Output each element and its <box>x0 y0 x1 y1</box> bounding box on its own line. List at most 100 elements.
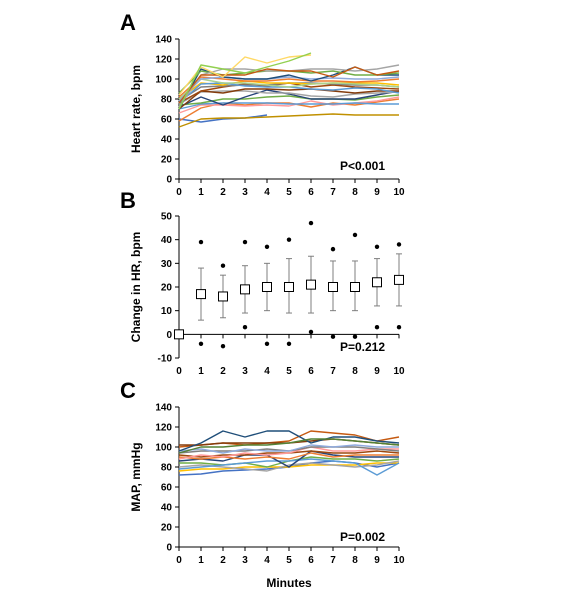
x-tick-label: 5 <box>286 555 292 566</box>
x-tick-label: 3 <box>242 187 248 198</box>
max-point <box>198 239 204 245</box>
x-tick-label: 10 <box>393 187 405 198</box>
p-value-annotation: P=0.212 <box>340 340 385 354</box>
panel-c: C MAP, mmHg 0 20 40 60 80 100 120 140 0 1 2 3 4 5 6 7 8 9 10… <box>120 378 405 590</box>
min-point <box>264 341 270 346</box>
y-tick-label: 120 <box>155 423 172 434</box>
series-line-14 <box>178 78 400 100</box>
min-point <box>374 325 380 330</box>
mean-marker <box>394 274 404 285</box>
series-line-22 <box>178 52 312 110</box>
y-tick-label: 100 <box>155 443 172 454</box>
p-value-annotation: P<0.001 <box>340 159 385 173</box>
y-tick-label: 140 <box>155 403 172 414</box>
series-line-9 <box>178 88 399 110</box>
y-tick-label: 50 <box>161 212 173 223</box>
min-point <box>352 334 358 339</box>
y-axis-label: MAP, mmHg <box>129 442 143 511</box>
y-axis-label: Change in HR, bpm <box>129 232 143 343</box>
max-point <box>330 246 336 252</box>
y-tick-label: 80 <box>161 95 173 106</box>
x-tick-label: 8 <box>352 366 358 377</box>
series-line-15 <box>178 438 400 454</box>
x-tick-label: 4 <box>264 187 270 198</box>
y-tick-label: 20 <box>161 523 173 534</box>
mean-marker <box>196 289 206 300</box>
mean-marker <box>328 282 338 292</box>
series-line-12 <box>178 80 400 100</box>
mean-marker <box>262 282 272 292</box>
series-line-7 <box>178 89 400 108</box>
p-value-annotation: P=0.002 <box>340 530 385 544</box>
series-line-1 <box>178 460 400 476</box>
panel-letter: C <box>120 378 136 403</box>
min-point <box>242 325 248 330</box>
max-point <box>352 232 358 238</box>
x-tick-label: 10 <box>393 555 405 566</box>
min-point <box>198 341 204 346</box>
min-point <box>220 343 226 349</box>
x-tick-label: 0 <box>176 366 182 377</box>
x-tick-label: 7 <box>330 366 336 377</box>
y-tick-label: 60 <box>161 115 173 126</box>
x-tick-label: 4 <box>264 555 270 566</box>
y-tick-label: -10 <box>158 354 173 365</box>
max-point <box>308 220 314 226</box>
x-tick-label: 5 <box>286 366 292 377</box>
series-line-20 <box>178 66 400 104</box>
mean-marker <box>350 282 360 292</box>
y-tick-label: 20 <box>161 155 173 166</box>
series-line-11 <box>178 444 399 454</box>
y-tick-label: 0 <box>166 543 172 554</box>
y-tick-label: 60 <box>161 483 173 494</box>
x-tick-label: 3 <box>242 555 248 566</box>
series-line-16 <box>178 76 400 102</box>
series-line-6 <box>178 94 400 106</box>
x-tick-label: 7 <box>330 555 336 566</box>
y-axis-label: Heart rate, bpm <box>129 65 143 153</box>
x-tick-label: 6 <box>308 187 314 198</box>
min-point <box>286 341 292 346</box>
series-line-4 <box>178 96 400 114</box>
max-point <box>220 263 226 268</box>
x-tick-label: 4 <box>264 366 270 377</box>
y-tick-label: 80 <box>161 463 173 474</box>
y-tick-label: 120 <box>155 55 172 66</box>
mean-marker <box>218 291 228 302</box>
panel-letter: A <box>120 10 136 35</box>
x-tick-label: 10 <box>393 366 405 377</box>
panel-a: A Heart rate, bpm 0 20 40 60 80 100 120 140 0 1 2 3 4 5… <box>120 10 405 198</box>
x-tick-label: 3 <box>242 366 248 377</box>
max-point <box>242 239 248 245</box>
x-tick-label: 9 <box>374 555 380 566</box>
series-line-14 <box>178 430 400 452</box>
mean-marker <box>372 277 382 288</box>
x-tick-label: 0 <box>176 187 182 198</box>
max-point <box>396 242 402 247</box>
max-point <box>264 244 270 249</box>
y-tick-label: 40 <box>161 135 173 146</box>
x-tick-label: 2 <box>220 555 226 566</box>
max-point <box>286 237 292 242</box>
x-tick-label: 1 <box>198 187 204 198</box>
x-tick-label: 0 <box>176 555 182 566</box>
min-point <box>396 325 402 330</box>
series-line-5 <box>178 458 400 476</box>
y-tick-label: 40 <box>161 235 173 246</box>
x-tick-label: 6 <box>308 555 314 566</box>
series-line-8 <box>178 90 400 105</box>
mean-marker <box>240 284 250 295</box>
y-tick-label: 0 <box>166 330 172 341</box>
series-line-7 <box>178 452 399 460</box>
max-point <box>374 244 380 249</box>
x-tick-label: 7 <box>330 187 336 198</box>
x-tick-label: 6 <box>308 366 314 377</box>
min-point <box>308 329 314 335</box>
y-tick-label: 30 <box>161 259 173 270</box>
y-tick-label: 100 <box>155 75 172 86</box>
x-tick-label: 9 <box>374 366 380 377</box>
x-tick-label: 9 <box>374 187 380 198</box>
series-line-6 <box>178 450 399 468</box>
